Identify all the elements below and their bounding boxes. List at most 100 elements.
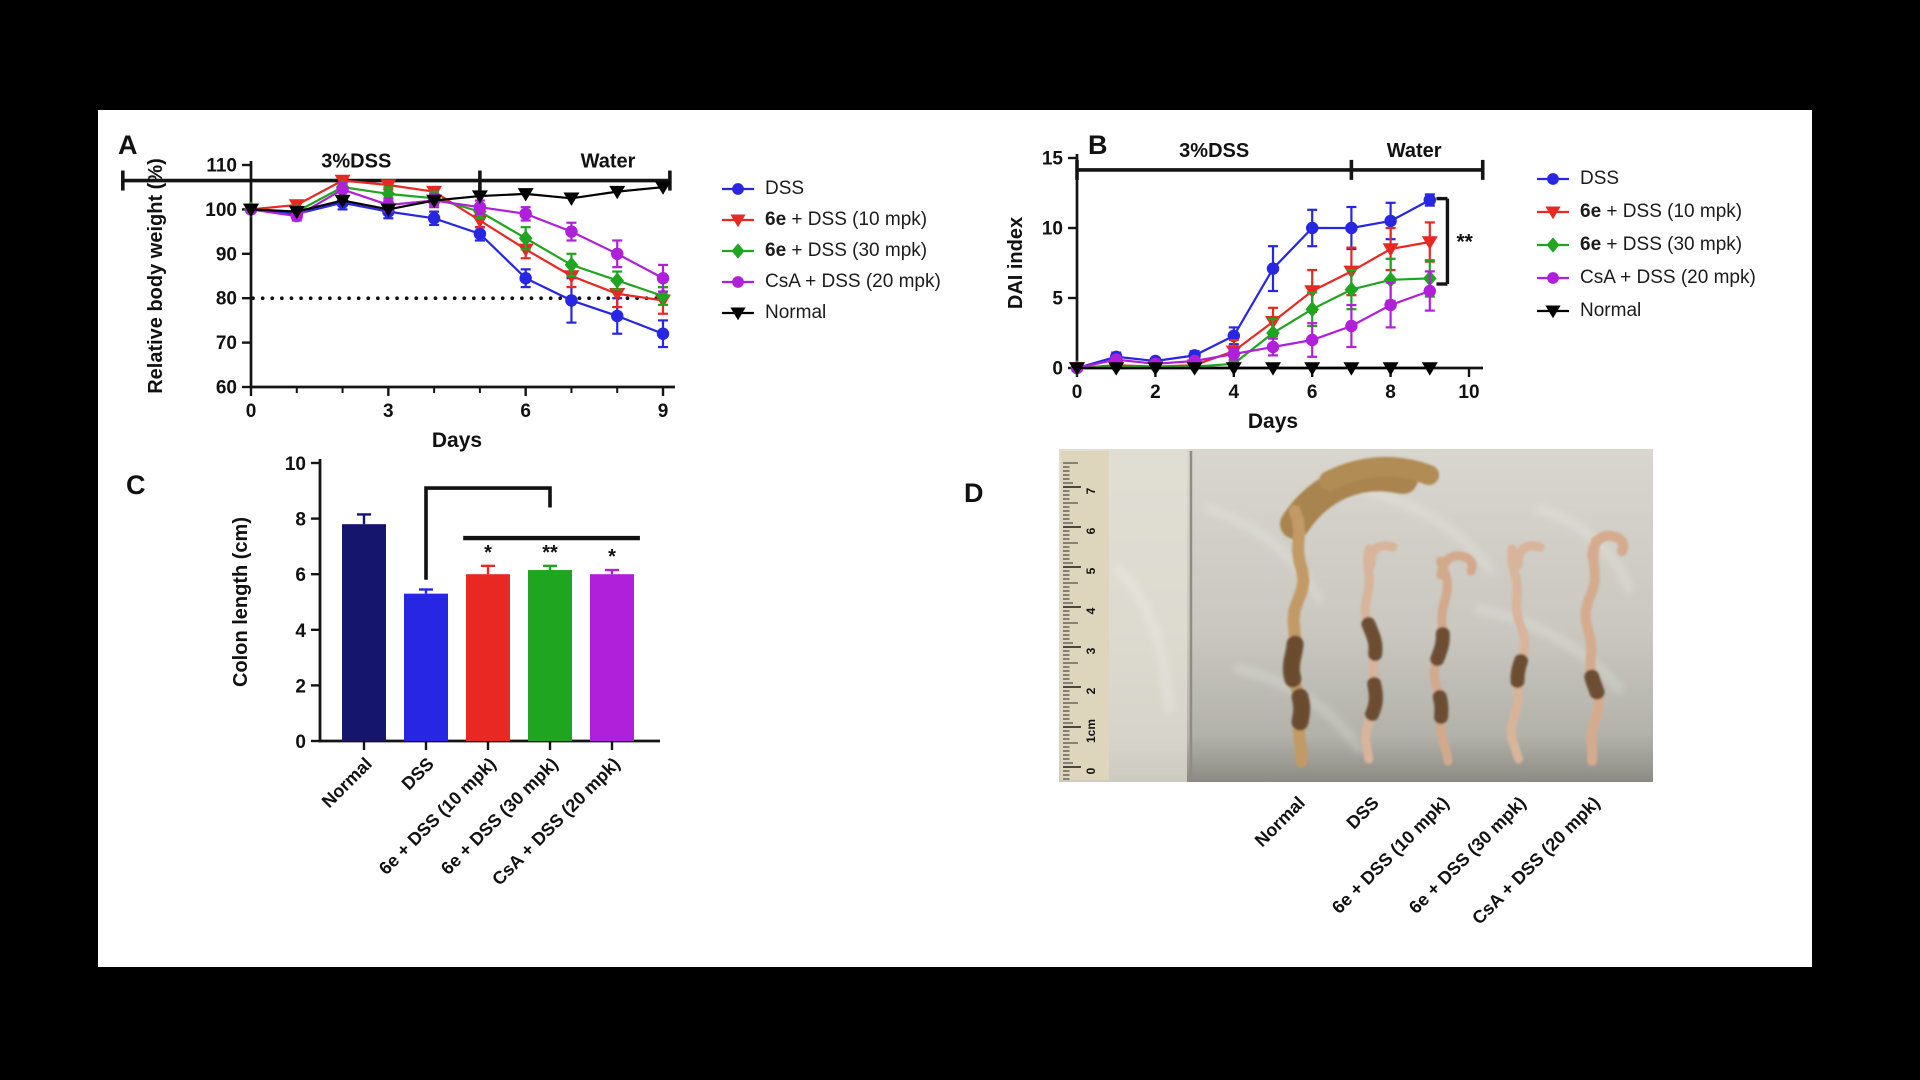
marker-triangle-down	[1108, 362, 1125, 376]
legend-label: 6e + DSS (30 mpk)	[765, 240, 928, 261]
x-tick-label: 0	[246, 401, 257, 422]
series-6e-dss-10-mpk-	[243, 174, 671, 315]
x-tick-label: 4	[1229, 382, 1240, 403]
ruler-number: 0	[1084, 767, 1098, 774]
fecal-blob	[1291, 688, 1311, 731]
marker-diamond	[1383, 271, 1398, 288]
y-tick-label: 4	[295, 621, 306, 642]
y-tick-label: 6	[295, 565, 306, 586]
marker-circle	[1345, 221, 1358, 235]
marker-triangle-down	[426, 194, 443, 209]
axes-dai: 0 5 10 15 0 2 4 6 8 10 Days DAI index	[1005, 149, 1483, 433]
photo-group-label: DSS	[1343, 793, 1383, 833]
series-line	[250, 186, 664, 213]
marker-circle	[732, 276, 744, 288]
marker-circle	[1423, 284, 1437, 298]
y-tick-label: 8	[295, 510, 306, 531]
x-tick-label: 8	[1385, 382, 1396, 403]
bar-rect	[590, 574, 634, 741]
marker-diamond	[656, 287, 670, 304]
phase-brackets-weight: 3%DSS Water	[121, 151, 672, 191]
phase-label: Water	[1387, 140, 1442, 162]
y-axis-title: DAI index	[1005, 217, 1027, 309]
y-tick-label: 60	[216, 378, 237, 399]
marker-diamond	[1344, 281, 1359, 298]
legend-item-dss: DSS	[720, 178, 941, 200]
x-tick-label: 9	[658, 401, 669, 422]
colon-body	[1580, 536, 1604, 766]
legend-label: DSS	[765, 178, 805, 199]
series-line	[1076, 289, 1431, 370]
legend-label: Normal	[1580, 300, 1642, 321]
legend-circle-icon	[1537, 173, 1569, 185]
legend-label: Normal	[765, 302, 827, 323]
significance-bracket	[424, 486, 552, 580]
phase-brackets-dai: 3%DSS Water	[1075, 140, 1485, 180]
legend-circle-icon	[722, 183, 754, 195]
y-tick-label: 70	[216, 333, 237, 354]
marker-diamond	[610, 272, 625, 289]
legend-item-normal: Normal	[1535, 300, 1756, 322]
marker-circle	[1266, 262, 1280, 275]
marker-triangle-down	[1382, 243, 1399, 257]
legend-label: 6e + DSS (10 mpk)	[765, 209, 928, 230]
colon-specimen-4	[1580, 530, 1629, 766]
panel-d-label: D	[964, 478, 984, 508]
marker-circle	[565, 294, 578, 307]
significance-stars: **	[1456, 230, 1473, 253]
y-tick-label: 80	[216, 289, 237, 310]
marker-triangle-down	[471, 190, 488, 204]
y-tick-label: 10	[1042, 219, 1063, 240]
legend-panel-b: DSS 6e + DSS (10 mpk) 6e + DSS (30 mpk) CsA…	[1535, 168, 1756, 322]
legend-tri-icon	[1537, 206, 1569, 220]
panel-b-label: B	[1088, 130, 1108, 160]
marker-triangle-down	[380, 203, 397, 217]
marker-circle	[610, 247, 624, 261]
marker-triangle-down	[1225, 362, 1242, 376]
marker-triangle-down	[609, 288, 626, 302]
fecal-blob	[1432, 690, 1449, 724]
marker-diamond	[1546, 237, 1560, 253]
marker-triangle-down	[1343, 362, 1360, 376]
colon-specimen-3	[1506, 541, 1545, 764]
y-tick-label: 2	[295, 676, 306, 697]
marker-circle	[473, 200, 487, 214]
marker-triangle-down	[243, 203, 259, 217]
ruler-number: 6	[1084, 527, 1098, 534]
legend-item-csa-dss-20-mpk-: CsA + DSS (20 mpk)	[720, 271, 941, 293]
colon-specimens	[1280, 456, 1629, 767]
marker-triangle-down	[1304, 362, 1321, 376]
marker-triangle-down	[1382, 362, 1399, 376]
y-tick-label: 0	[295, 732, 306, 753]
marker-diamond	[1266, 325, 1280, 341]
marker-triangle-down	[1069, 362, 1085, 376]
marker-diamond	[731, 243, 745, 259]
bar-significance-stars: *	[608, 546, 616, 568]
legend-tri-icon	[722, 307, 754, 321]
y-tick-label: 5	[1052, 289, 1063, 310]
marker-circle	[732, 183, 744, 195]
colon-specimen-0	[1280, 456, 1439, 767]
legend-item-6e-dss-10-mpk-: 6e + DSS (10 mpk)	[1535, 201, 1756, 223]
ruler-number: 7	[1084, 487, 1098, 494]
bar-dss: DSS	[398, 588, 448, 794]
chart-body-weight: 60 70 80 90 100 110 0 3 6 9 Days Relative body weig…	[121, 151, 675, 452]
bar-significance-stars: **	[542, 542, 558, 564]
legend-item-normal: Normal	[720, 302, 941, 324]
legend-tri-icon	[722, 214, 754, 228]
ruler: 7 6 5 4 3 2 1cm 0	[1061, 451, 1109, 780]
y-tick-label: 100	[205, 200, 237, 221]
marker-triangle-down	[730, 214, 746, 228]
bar-significance-stars: *	[484, 542, 492, 564]
legend-circle-icon	[1537, 272, 1569, 284]
marker-triangle-down	[517, 188, 534, 202]
fecal-blob	[1510, 654, 1528, 688]
y-tick-label: 90	[216, 244, 237, 265]
series-dss	[244, 194, 670, 349]
fecal-blob	[1282, 635, 1304, 688]
colon-body	[1506, 544, 1530, 764]
colon-specimen-2	[1429, 551, 1477, 766]
ruler-number: 4	[1084, 607, 1098, 614]
y-tick-label: 10	[285, 454, 306, 475]
category-label: Normal	[318, 754, 376, 812]
